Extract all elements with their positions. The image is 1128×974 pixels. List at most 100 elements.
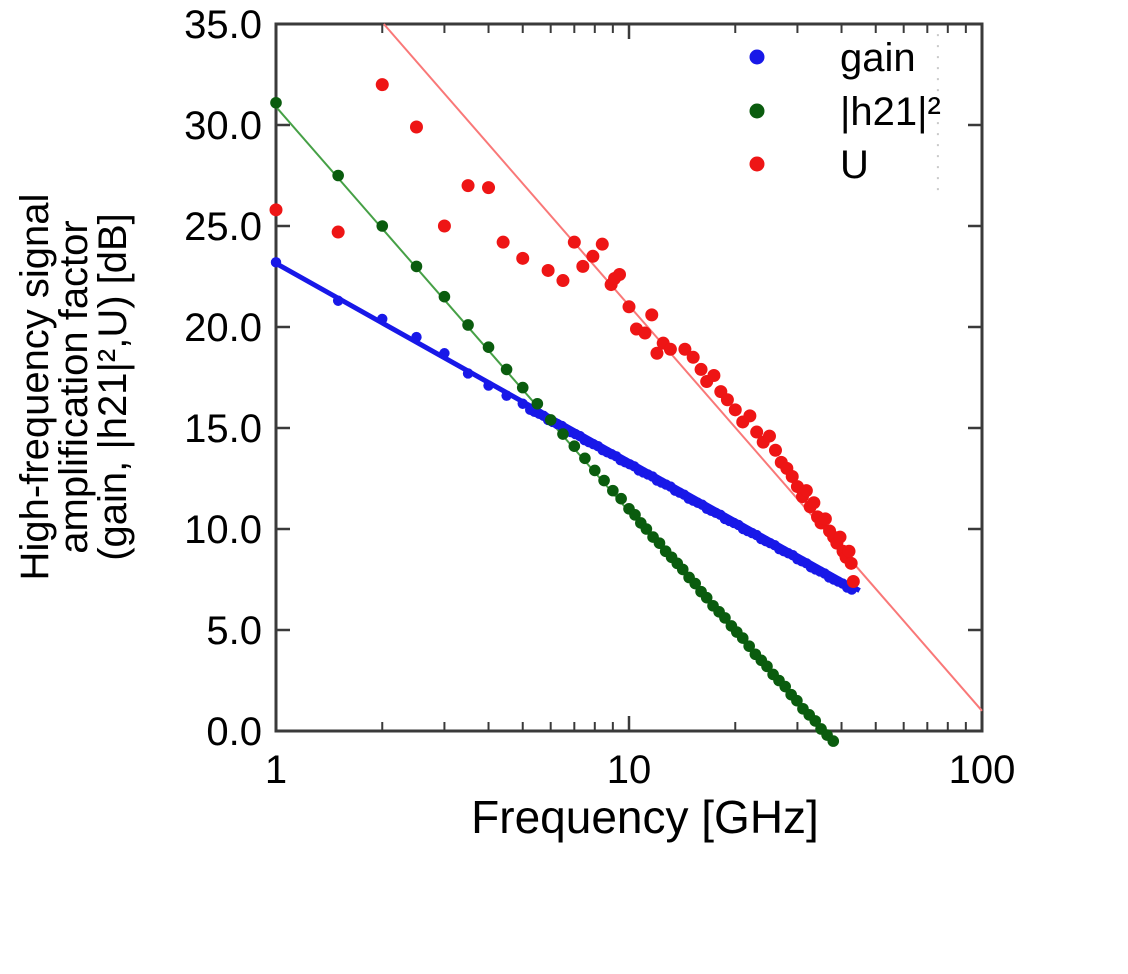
legend-dot-h21-squared xyxy=(749,103,765,119)
h21-squared-point xyxy=(270,96,282,109)
y-axis-title-line-2: amplification factor xyxy=(52,220,96,553)
series-layer xyxy=(269,23,983,747)
u-point xyxy=(678,342,692,356)
y-tick-label: 20.0 xyxy=(184,306,262,350)
h21-squared-point xyxy=(410,260,423,273)
u-point xyxy=(707,368,721,382)
h21-squared-point xyxy=(736,632,749,644)
u-point xyxy=(842,544,856,558)
h21-squared-point xyxy=(588,464,601,477)
u-point xyxy=(375,78,389,92)
u-point xyxy=(437,219,451,233)
gain-point xyxy=(377,313,388,325)
h21-squared-point xyxy=(598,474,610,487)
legend-label-h21-squared: |h21|² xyxy=(840,90,941,134)
u-point xyxy=(720,393,734,407)
h21-squared-point xyxy=(791,694,803,707)
legend-dot-gain xyxy=(749,49,765,65)
legend-label-gain: gain xyxy=(840,36,916,80)
gain-point xyxy=(411,331,422,343)
h21-squared-point xyxy=(557,428,569,440)
u-point xyxy=(818,512,832,526)
h21-squared-point xyxy=(629,509,641,521)
y-tick-label: 25.0 xyxy=(184,205,262,249)
h21-squared-point xyxy=(689,577,701,590)
gain-point xyxy=(332,295,344,306)
u-point xyxy=(613,267,627,281)
u-point xyxy=(807,496,821,510)
h21-squared-point xyxy=(676,563,689,576)
h21-squared-point xyxy=(462,319,474,331)
u-point xyxy=(785,469,799,483)
y-tick-label: 10.0 xyxy=(184,508,262,552)
u-point xyxy=(650,346,664,360)
y-axis-title-line-1: High-frequency signal xyxy=(13,194,57,581)
x-tick-label: 10 xyxy=(607,748,652,792)
u-point xyxy=(663,342,677,356)
h21-squared-point xyxy=(615,492,627,505)
u-point xyxy=(686,350,700,364)
u-point xyxy=(461,179,475,193)
u-point xyxy=(482,181,496,195)
h21-squared-point xyxy=(827,735,840,747)
y-tick-label: 35.0 xyxy=(184,3,262,47)
x-tick-label: 100 xyxy=(949,748,1016,792)
legend-dot-u xyxy=(749,156,765,172)
u-point xyxy=(844,556,858,570)
h21-squared-point xyxy=(332,169,344,182)
h21-squared-point xyxy=(579,452,591,465)
u-point xyxy=(269,203,283,217)
x-tick-label: 1 xyxy=(265,748,287,792)
h21-squared-point xyxy=(640,523,653,535)
h21-squared-point xyxy=(653,537,666,549)
y-tick-label: 30.0 xyxy=(184,104,262,148)
u-point xyxy=(496,235,510,249)
h21-squared-point xyxy=(531,397,544,410)
y-tick-label: 5.0 xyxy=(206,609,262,653)
x-axis-title: Frequency [GHz] xyxy=(471,791,819,843)
h21-squared-point xyxy=(700,591,713,604)
u-point xyxy=(799,484,813,498)
gain-point xyxy=(501,390,512,401)
y-axis-title-line-3: (gain, |h21|²,U) [dB] xyxy=(91,213,135,561)
u-point xyxy=(556,274,570,288)
h21-squared-point xyxy=(500,363,513,376)
u-point xyxy=(762,429,776,443)
h21-squared-point xyxy=(761,660,773,673)
u-points xyxy=(269,78,860,589)
u-point xyxy=(694,362,708,376)
u-point xyxy=(331,225,345,239)
legend-label-u: U xyxy=(840,143,869,187)
h21-squared-point xyxy=(743,640,755,652)
u-point xyxy=(409,120,423,134)
legend: gain |h21|² U xyxy=(749,36,941,187)
u-point xyxy=(645,308,659,322)
u-point xyxy=(833,530,847,544)
gain-point xyxy=(483,380,494,391)
y-axis-title: High-frequency signal amplification fact… xyxy=(13,194,135,581)
axes: 1 10 100 0.0 5.0 10.0 15.0 20.0 25.0 30.0 35.0 xyxy=(184,3,1015,792)
u-point xyxy=(638,326,652,340)
h21-squared-point xyxy=(568,440,581,452)
u-point xyxy=(750,425,764,439)
u-fit-line xyxy=(383,23,983,712)
h21-squared-point xyxy=(607,484,619,497)
h21-squared-point xyxy=(516,381,529,394)
u-point xyxy=(595,237,609,251)
u-point xyxy=(541,263,555,277)
h21-squared-points xyxy=(270,96,840,747)
u-point xyxy=(516,251,530,265)
y-tick-label: 0.0 xyxy=(206,710,262,754)
u-point xyxy=(846,575,860,589)
h21-squared-point xyxy=(482,341,495,354)
u-point xyxy=(576,259,590,273)
u-point xyxy=(622,300,636,314)
u-point xyxy=(586,249,600,263)
u-point xyxy=(728,403,742,417)
h21-squared-point xyxy=(544,414,557,426)
gain-point xyxy=(270,257,282,268)
y-tick-label: 15.0 xyxy=(184,407,262,451)
h21-squared-point xyxy=(376,220,389,232)
